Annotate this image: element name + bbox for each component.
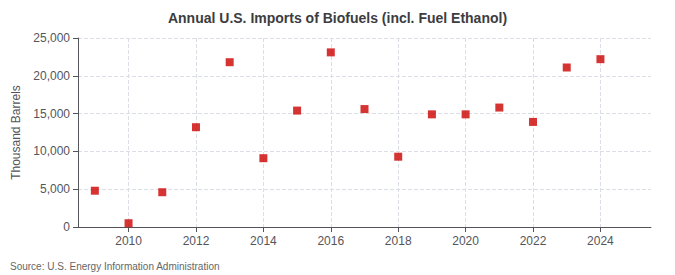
svg-text:Thousand Barrels: Thousand Barrels xyxy=(9,85,23,180)
svg-text:25,000: 25,000 xyxy=(33,31,70,45)
svg-text:Source: U.S. Energy Informatio: Source: U.S. Energy Information Administ… xyxy=(10,261,220,272)
svg-text:Annual U.S. Imports of Biofuel: Annual U.S. Imports of Biofuels (incl. F… xyxy=(168,10,507,26)
svg-text:15,000: 15,000 xyxy=(33,107,70,121)
svg-text:10,000: 10,000 xyxy=(33,144,70,158)
svg-text:2014: 2014 xyxy=(250,234,277,248)
svg-text:2018: 2018 xyxy=(385,234,412,248)
svg-text:5,000: 5,000 xyxy=(40,182,70,196)
svg-text:20,000: 20,000 xyxy=(33,69,70,83)
svg-text:2010: 2010 xyxy=(115,234,142,248)
svg-text:2012: 2012 xyxy=(183,234,210,248)
svg-text:2024: 2024 xyxy=(587,234,614,248)
svg-text:2020: 2020 xyxy=(452,234,479,248)
svg-text:2022: 2022 xyxy=(520,234,547,248)
svg-text:2016: 2016 xyxy=(317,234,344,248)
svg-text:0: 0 xyxy=(63,220,70,234)
